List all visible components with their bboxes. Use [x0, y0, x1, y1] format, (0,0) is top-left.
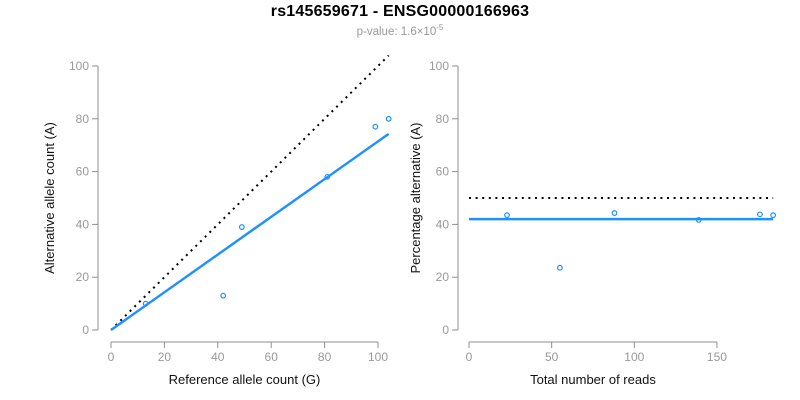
y-axis-title: Alternative allele count (A) [42, 122, 57, 274]
pvalue-label: p-value: 1.6×10 [356, 25, 437, 38]
x-tick-label: 80 [318, 350, 332, 364]
y-tick-label: 0 [82, 323, 89, 337]
data-point [557, 264, 563, 271]
y-tick-label: 20 [436, 270, 450, 284]
y-tick-label: 100 [69, 59, 89, 73]
data-point [220, 292, 227, 299]
identity-line [110, 54, 390, 331]
y-tick-label: 60 [76, 165, 90, 179]
x-tick-label: 40 [211, 350, 225, 364]
x-axis-title: Reference allele count (G) [169, 372, 321, 387]
left-plot: 0 20 40 60 80 100 0 20 40 60 80 100 Reference allele… [42, 54, 392, 387]
figure-title: rs145659671 - ENSG00000166963 [270, 3, 530, 20]
data-point [695, 217, 702, 223]
x-tick-label: 20 [158, 350, 172, 364]
x-tick-label: 60 [265, 350, 279, 364]
y-tick-label: 0 [442, 323, 449, 337]
data-point [324, 173, 331, 180]
x-tick-label: 100 [624, 350, 644, 364]
data-point [238, 224, 245, 230]
right-plot: 0 20 40 60 80 100 0 50 100 150 Total number of rea… [408, 59, 777, 387]
data-point [770, 212, 777, 219]
y-axis-title: Percentage alternative (A) [408, 122, 423, 273]
y-tick-label: 60 [436, 165, 450, 179]
data-point [385, 115, 392, 122]
y-tick-label: 80 [436, 112, 450, 126]
data-point [611, 210, 618, 216]
y-tick-label: 80 [76, 112, 90, 126]
x-tick-label: 50 [545, 350, 559, 364]
figure-subtitle: p-value: 1.6×10-5 [0, 23, 800, 38]
y-tick-label: 40 [436, 217, 450, 231]
y-tick-label: 100 [429, 59, 449, 73]
fit-line [110, 132, 390, 331]
x-tick-label: 100 [368, 350, 388, 364]
data-point [372, 123, 379, 130]
x-tick-label: 0 [466, 350, 473, 364]
y-tick-label: 40 [76, 217, 90, 231]
pvalue-exponent: -5 [436, 23, 444, 32]
x-tick-label: 150 [707, 350, 727, 364]
x-axis-title: Total number of reads [530, 372, 656, 387]
x-tick-label: 0 [108, 350, 115, 364]
data-point [142, 300, 149, 307]
data-point [504, 212, 510, 219]
data-point [757, 211, 763, 218]
y-tick-label: 20 [76, 270, 90, 284]
